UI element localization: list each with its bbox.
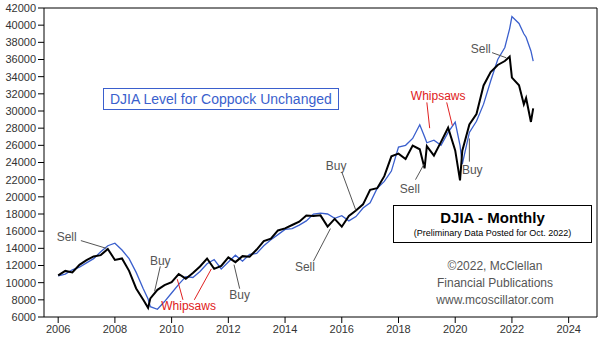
svg-text:28000: 28000 (8, 122, 36, 134)
svg-text:Buy: Buy (229, 288, 250, 302)
svg-text:38000: 38000 (8, 36, 36, 48)
svg-text:Sell: Sell (471, 42, 491, 56)
svg-text:2024: 2024 (556, 323, 580, 335)
svg-text:Buy: Buy (150, 254, 171, 268)
svg-text:2012: 2012 (216, 323, 240, 335)
svg-text:2020: 2020 (443, 323, 467, 335)
html-text:DJIA - Monthly: DJIA - Monthly (440, 209, 545, 226)
svg-text:2006: 2006 (46, 323, 70, 335)
svg-text:Whipsaws: Whipsaws (411, 89, 466, 103)
svg-text:Sell: Sell (57, 230, 77, 244)
svg-text:2008: 2008 (103, 323, 127, 335)
svg-text:Buy: Buy (326, 159, 347, 173)
svg-text:40000: 40000 (8, 19, 36, 31)
svg-text:2022: 2022 (500, 323, 524, 335)
svg-text:36000: 36000 (8, 53, 36, 65)
svg-text:6000: 6000 (12, 311, 36, 323)
svg-text:32000: 32000 (8, 88, 36, 100)
svg-text:2018: 2018 (386, 323, 410, 335)
svg-text:42000: 42000 (8, 2, 36, 14)
svg-text:26000: 26000 (8, 139, 36, 151)
svg-text:Buy: Buy (462, 163, 483, 177)
html-text:©2022, McClellan: ©2022, McClellan (447, 259, 543, 273)
svg-text:Whipsaws: Whipsaws (161, 299, 216, 313)
svg-text:Sell: Sell (295, 260, 315, 274)
svg-text:24000: 24000 (8, 156, 36, 168)
html-text:(Preliminary Data Posted for O: (Preliminary Data Posted for Oct. 2022) (413, 228, 572, 238)
svg-text:2014: 2014 (273, 323, 297, 335)
svg-text:8000: 8000 (12, 294, 36, 306)
html-text:www.mcoscillator.com: www.mcoscillator.com (436, 293, 554, 307)
svg-text:12000: 12000 (8, 259, 36, 271)
svg-text:18000: 18000 (8, 208, 36, 220)
svg-text:16000: 16000 (8, 225, 36, 237)
svg-text:10000: 10000 (8, 277, 36, 289)
svg-text:34000: 34000 (8, 71, 36, 83)
svg-text:2010: 2010 (159, 323, 183, 335)
svg-text:Sell: Sell (400, 182, 420, 196)
svg-text:30000: 30000 (8, 105, 36, 117)
svg-text:2016: 2016 (330, 323, 354, 335)
html-text:Financial Publications: Financial Publications (437, 276, 553, 290)
svg-text:20000: 20000 (8, 191, 36, 203)
svg-text:22000: 22000 (8, 174, 36, 186)
svg-text:14000: 14000 (8, 242, 36, 254)
html-text:DJIA Level for Coppock Unchang: DJIA Level for Coppock Unchanged (110, 91, 332, 107)
